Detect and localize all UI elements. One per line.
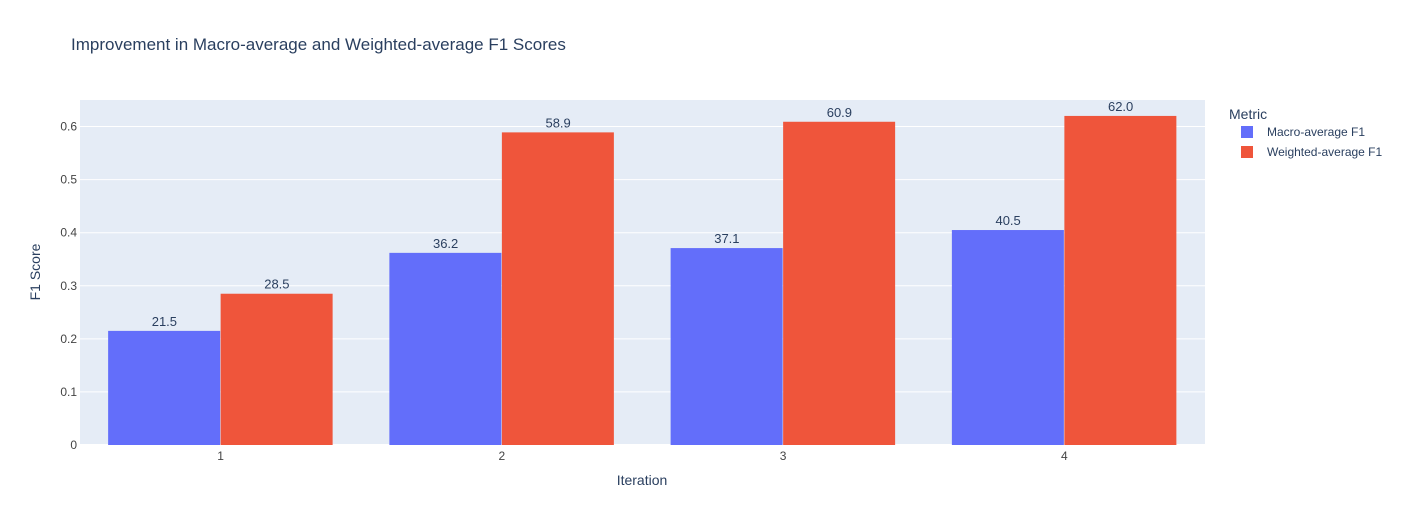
bar-value-label: 58.9 [545,115,570,130]
x-tick-label: 2 [499,449,506,463]
legend-swatch[interactable] [1241,126,1253,138]
x-tick-label: 4 [1061,449,1068,463]
bar-weighted-iter-1[interactable] [220,293,333,445]
legend-item-label[interactable]: Macro-average F1 [1267,125,1365,139]
bar-macro-iter-4[interactable] [951,230,1064,445]
legend[interactable]: Metric Macro-average F1 Weighted-average … [1229,106,1383,159]
bar-macro-iter-1[interactable] [108,330,221,445]
y-tick-label: 0.1 [60,385,77,399]
y-tick-label: 0.4 [60,226,77,240]
x-axis-ticks: 1 2 3 4 [217,449,1068,463]
y-tick-label: 0.6 [60,120,77,134]
bar-value-label: 28.5 [264,277,289,292]
bar-weighted-iter-2[interactable] [501,132,614,445]
chart-title: Improvement in Macro-average and Weighte… [71,35,566,54]
y-axis-ticks: 0 0.1 0.2 0.3 0.4 0.5 0.6 [60,120,77,452]
bar-weighted-iter-4[interactable] [1064,115,1177,445]
x-tick-label: 3 [780,449,787,463]
x-tick-label: 1 [217,449,224,463]
y-tick-label: 0 [70,438,77,452]
legend-item-label[interactable]: Weighted-average F1 [1267,145,1383,159]
bar-value-labels: 21.5 28.5 36.2 58.9 37.1 60.9 40.5 62.0 [152,99,1134,329]
legend-swatch[interactable] [1241,146,1253,158]
bar-value-label: 60.9 [827,105,852,120]
bar-value-label: 62.0 [1108,99,1133,114]
legend-title: Metric [1229,106,1267,122]
y-tick-label: 0.5 [60,173,77,187]
bar-value-label: 36.2 [433,236,458,251]
bar-macro-iter-3[interactable] [670,248,783,445]
y-tick-label: 0.2 [60,332,77,346]
bar-macro-iter-2[interactable] [389,252,502,445]
bar-weighted-iter-3[interactable] [783,121,896,445]
y-axis-label: F1 Score [27,243,43,300]
bar-value-label: 40.5 [995,213,1020,228]
bar-value-label: 21.5 [152,314,177,329]
bar-value-label: 37.1 [714,231,739,246]
x-axis-label: Iteration [617,472,668,488]
bars [108,115,1177,445]
y-tick-label: 0.3 [60,279,77,293]
